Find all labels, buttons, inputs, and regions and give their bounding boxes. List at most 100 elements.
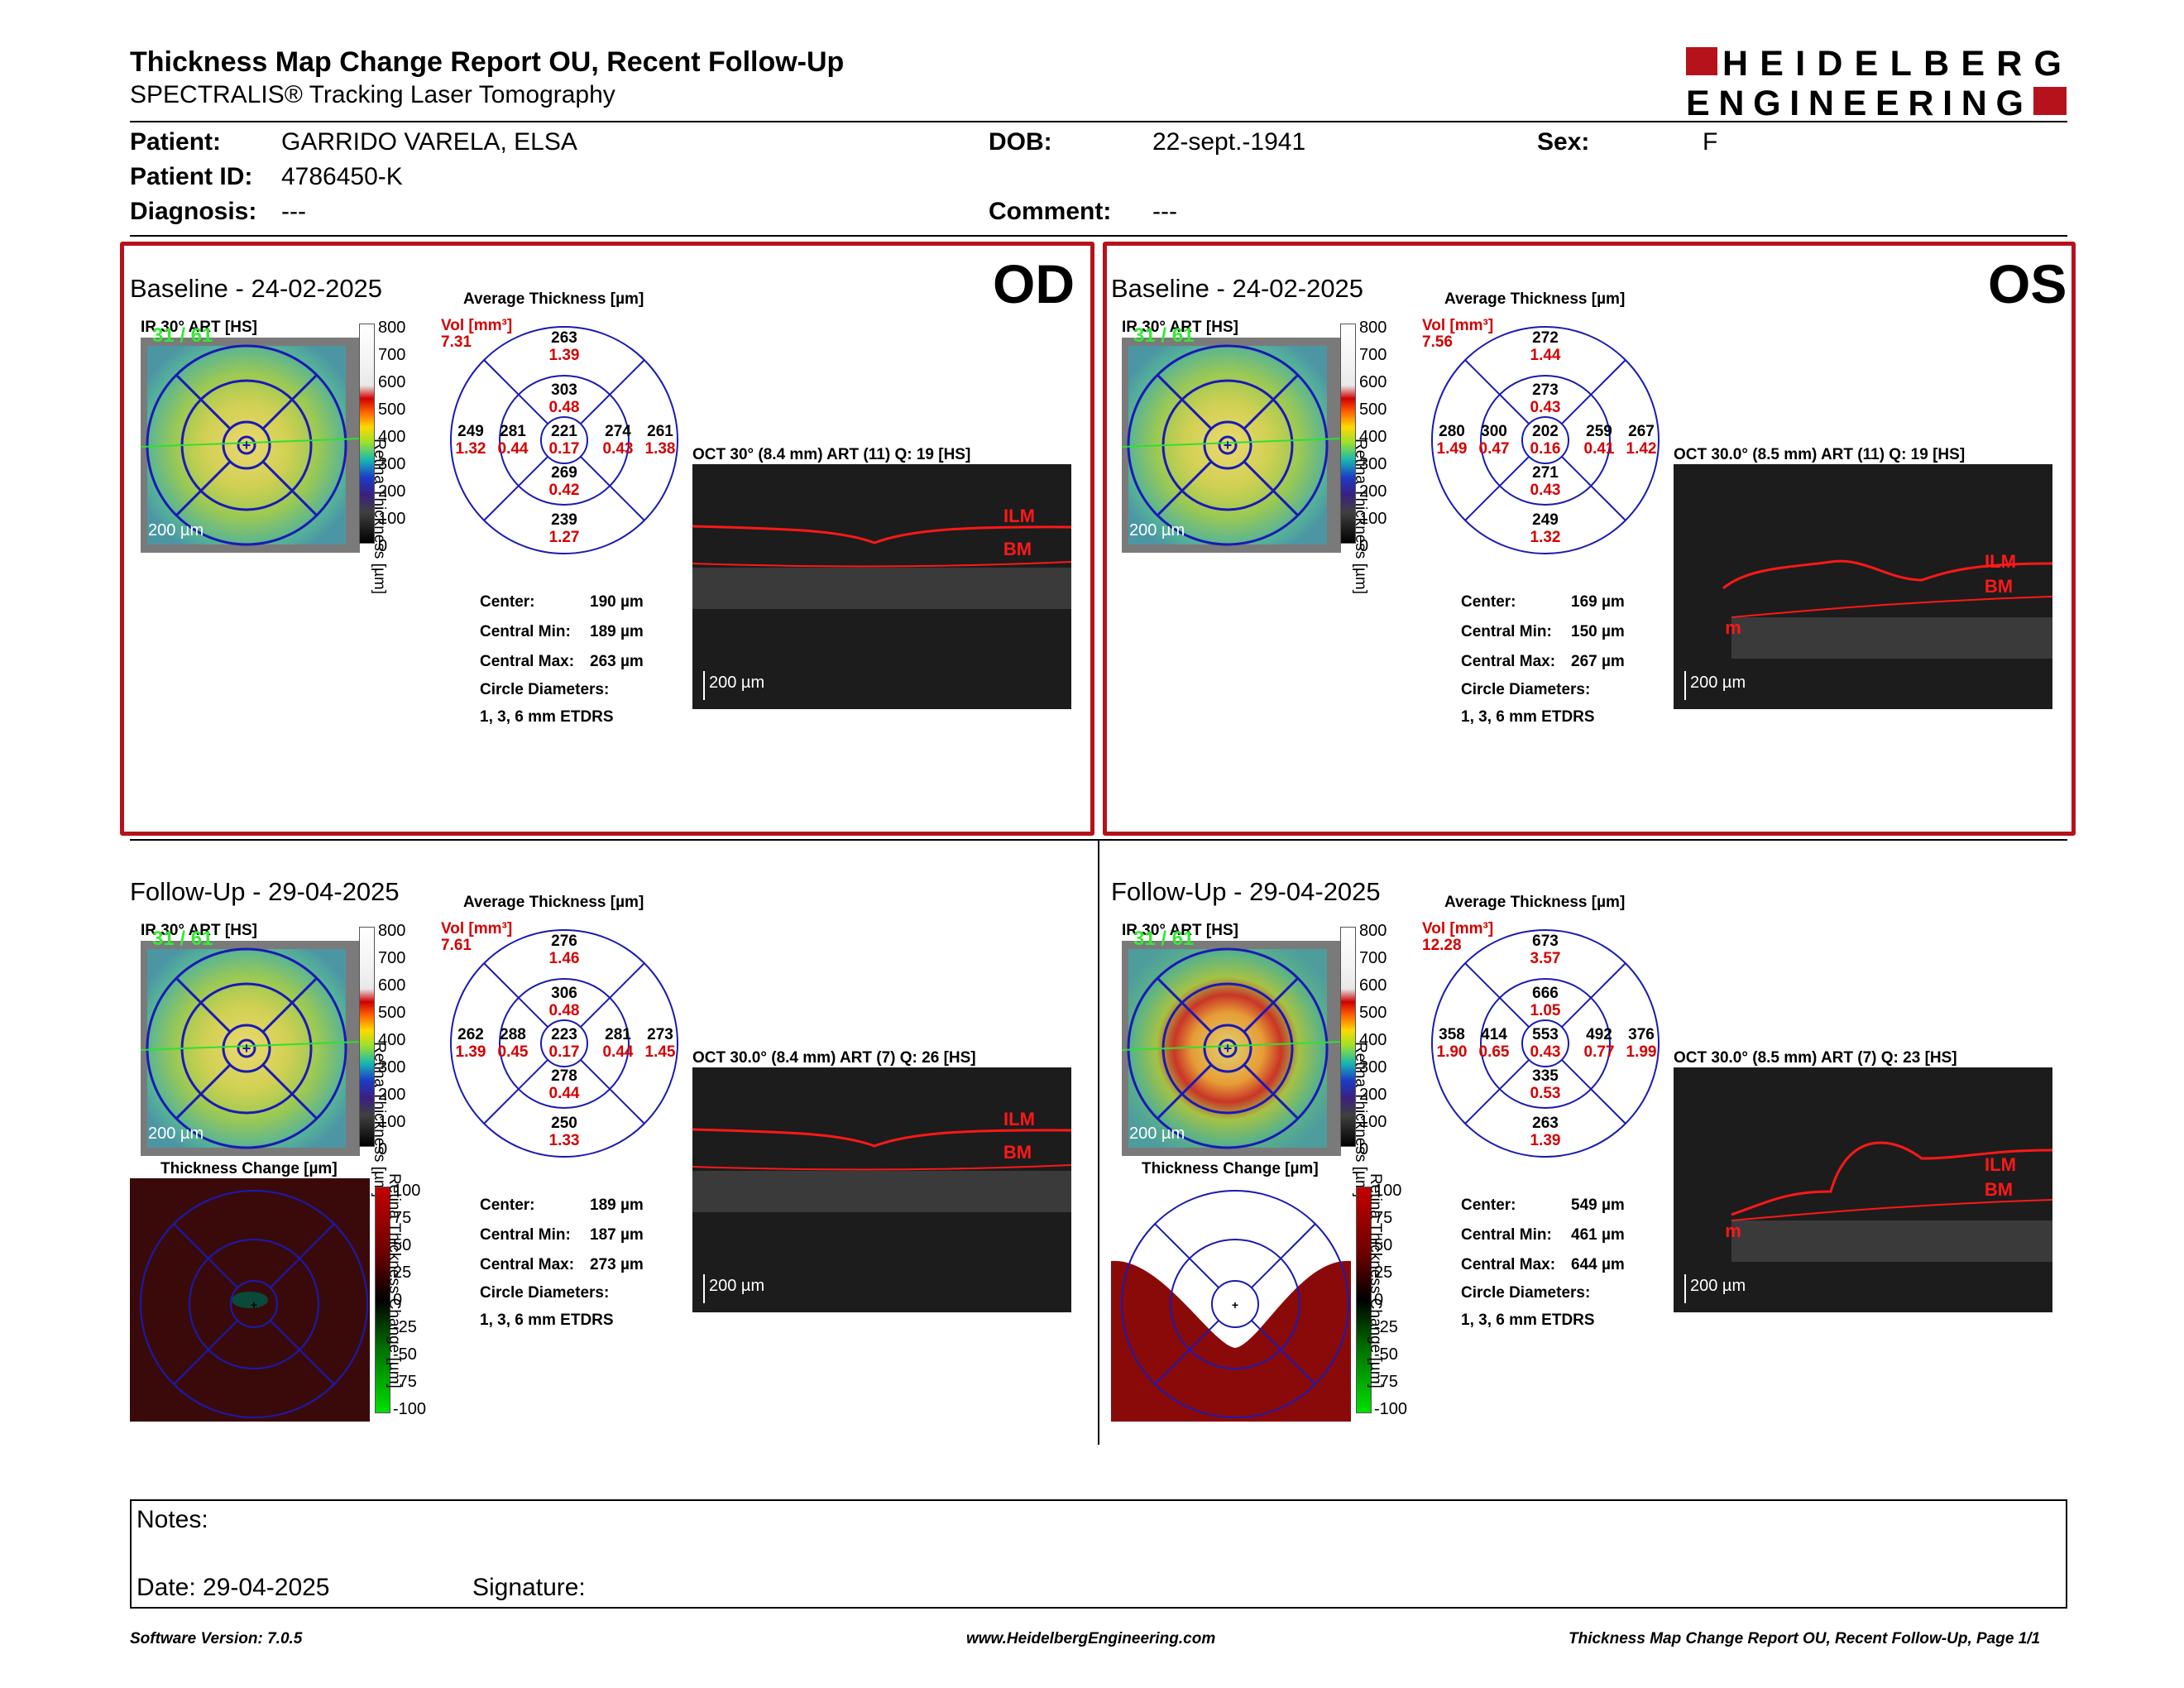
colorbar-tick: 500 [378,1004,406,1022]
etdrs-overlay-ring [1127,947,1329,1149]
outer-top-thickness: 263 [551,329,577,347]
thickness-change-map[interactable]: + [130,1178,370,1422]
retinal-layers [1731,617,2052,659]
ilm-label: ILM [1985,551,2016,572]
eye-label: OS [1988,253,2067,314]
fovea-marker [1218,435,1238,455]
etdrs-ring [1480,375,1611,506]
outer-bottom-thickness: 250 [551,1115,577,1132]
oct-background [692,464,1071,709]
etdrs-ring [1521,416,1569,464]
inner-left-thickness: 300 [1481,423,1507,440]
outer-bottom-thickness: 263 [1532,1115,1559,1132]
ir-thickness-map[interactable]: + [1122,338,1341,553]
sex-value: F [1703,128,1718,156]
row-divider [130,839,2067,841]
average-thickness-title: Average Thickness [µm] [463,290,644,308]
outer-right-volume: 1.99 [1626,1043,1657,1061]
etdrs-overlay-spoke [261,1063,318,1120]
change-colorbar-tick: 100 [1374,1182,1402,1200]
colorbar-tick: 0 [1359,537,1369,555]
etdrs-overlay-spoke [1157,1063,1213,1120]
outer-right-volume: 1.38 [645,440,676,458]
colorbar-tick: 200 [378,1086,406,1104]
bm-boundary [1731,596,2052,618]
m-label: m [1725,1220,1741,1241]
central-max-label: Central Max: [480,1256,575,1273]
ir-image-label: IR 30° ART [HS] [141,922,257,939]
panel-heading: Follow-Up - 29-04-2025 [130,877,400,906]
thickness-stats: Center: 190 µm Central Min: 189 µm Central… [480,593,644,683]
ilm-boundary [1722,559,2052,590]
change-colorbar-tick: 75 [393,1209,412,1227]
center-cross: + [242,437,251,453]
quality-indicator: 31 / 61 [1133,324,1195,347]
ir-thickness-map[interactable]: + [141,941,360,1156]
etdrs-overlay-spoke [1243,977,1299,1033]
software-version: Software Version: 7.0.5 [130,1630,303,1647]
inner-top-thickness: 306 [551,985,577,1002]
outer-right-thickness: 267 [1628,423,1655,440]
central-min-value: 461 µm [1571,1226,1625,1244]
inner-top-volume: 0.43 [1530,399,1561,416]
inner-right-thickness: 259 [1586,423,1612,440]
change-colorbar-title: Retina Thickness Change [µm] [386,1173,403,1388]
etdrs-spoke [1561,1059,1626,1125]
center-label: Center: [480,593,535,611]
patient-divider [130,235,2067,237]
notes-box[interactable]: Notes: Date: 29-04-2025 Signature: [130,1499,2067,1609]
central-min-value: 150 µm [1571,623,1625,640]
change-center-cross: + [1232,1298,1238,1312]
oct-bscan[interactable]: ILM BM 200 µm [692,464,1071,709]
retinal-layers [692,568,1071,609]
thickness-colorbar-ticks: 800 700 600 500 400 300 200 100 0 [378,918,418,1163]
colorbar-tick: 100 [378,1113,406,1131]
change-spoke [270,1223,335,1288]
os-thickness-change: Thickness Change [µm] + 100 75 50 25 0 -25 -50… [1111,1160,1442,1433]
ilm-boundary [692,525,1071,544]
inner-bottom-thickness: 271 [1532,464,1559,482]
inner-left-volume: 0.44 [498,440,529,458]
oct-bscan[interactable]: ILM BM m 200 µm [1674,1067,2052,1312]
thickness-colorbar-title: Retina Thickness [µm] [1352,439,1369,594]
inner-bottom-volume: 0.42 [549,482,580,499]
inner-right-volume: 0.44 [603,1043,634,1061]
etdrs-overlay-spoke [1157,460,1213,516]
bm-label: BM [1985,1179,2013,1200]
inner-top-volume: 0.48 [549,399,580,416]
outer-right-thickness: 261 [647,423,673,440]
etdrs-spoke [1561,359,1626,424]
etdrs-overlay-spoke [175,374,232,430]
ir-image-label: IR 30° ART [HS] [1122,319,1238,336]
bm-boundary [692,1164,1071,1171]
oct-background [1674,1067,2052,1312]
change-colorbar-tick: 25 [1374,1264,1393,1282]
etdrs-grid: 2210.173030.482690.422810.442740.432631.… [450,326,678,554]
change-spoke [1154,1320,1219,1385]
retinal-layers [1731,1220,2052,1262]
outer-left-thickness: 249 [457,423,484,440]
change-colorbar-tick: 50 [393,1236,412,1254]
ir-thickness-map[interactable]: + [1122,941,1341,1156]
oct-bscan[interactable]: ILM BM m 200 µm [1674,464,2052,709]
center-volume: 0.43 [1530,1043,1561,1061]
inner-left-thickness: 281 [500,423,526,440]
ir-thickness-map[interactable]: + [141,338,360,553]
change-ring [230,1280,278,1328]
panel-heading: Follow-Up - 29-04-2025 [1111,877,1381,906]
etdrs-spoke [483,359,548,424]
quality-indicator: 31 / 61 [152,324,213,347]
outer-top-thickness: 272 [1532,329,1559,347]
notes-date: Date: 29-04-2025 [136,1574,330,1601]
oct-bscan[interactable]: ILM BM 200 µm [692,1067,1071,1312]
bm-label: BM [1003,539,1032,559]
colorbar-tick: 200 [1359,1086,1387,1104]
center-thickness: 553 [1532,1026,1559,1043]
thickness-change-map[interactable]: + [1111,1178,1351,1422]
retinal-layers [692,1171,1071,1212]
ir-image-label: IR 30° ART [HS] [141,319,257,336]
colorbar-tick: 100 [1359,1113,1387,1131]
report-subtitle: SPECTRALIS® Tracking Laser Tomography [130,81,615,108]
etdrs-ring [450,929,678,1158]
etdrs-overlay-ring [1203,1024,1252,1073]
